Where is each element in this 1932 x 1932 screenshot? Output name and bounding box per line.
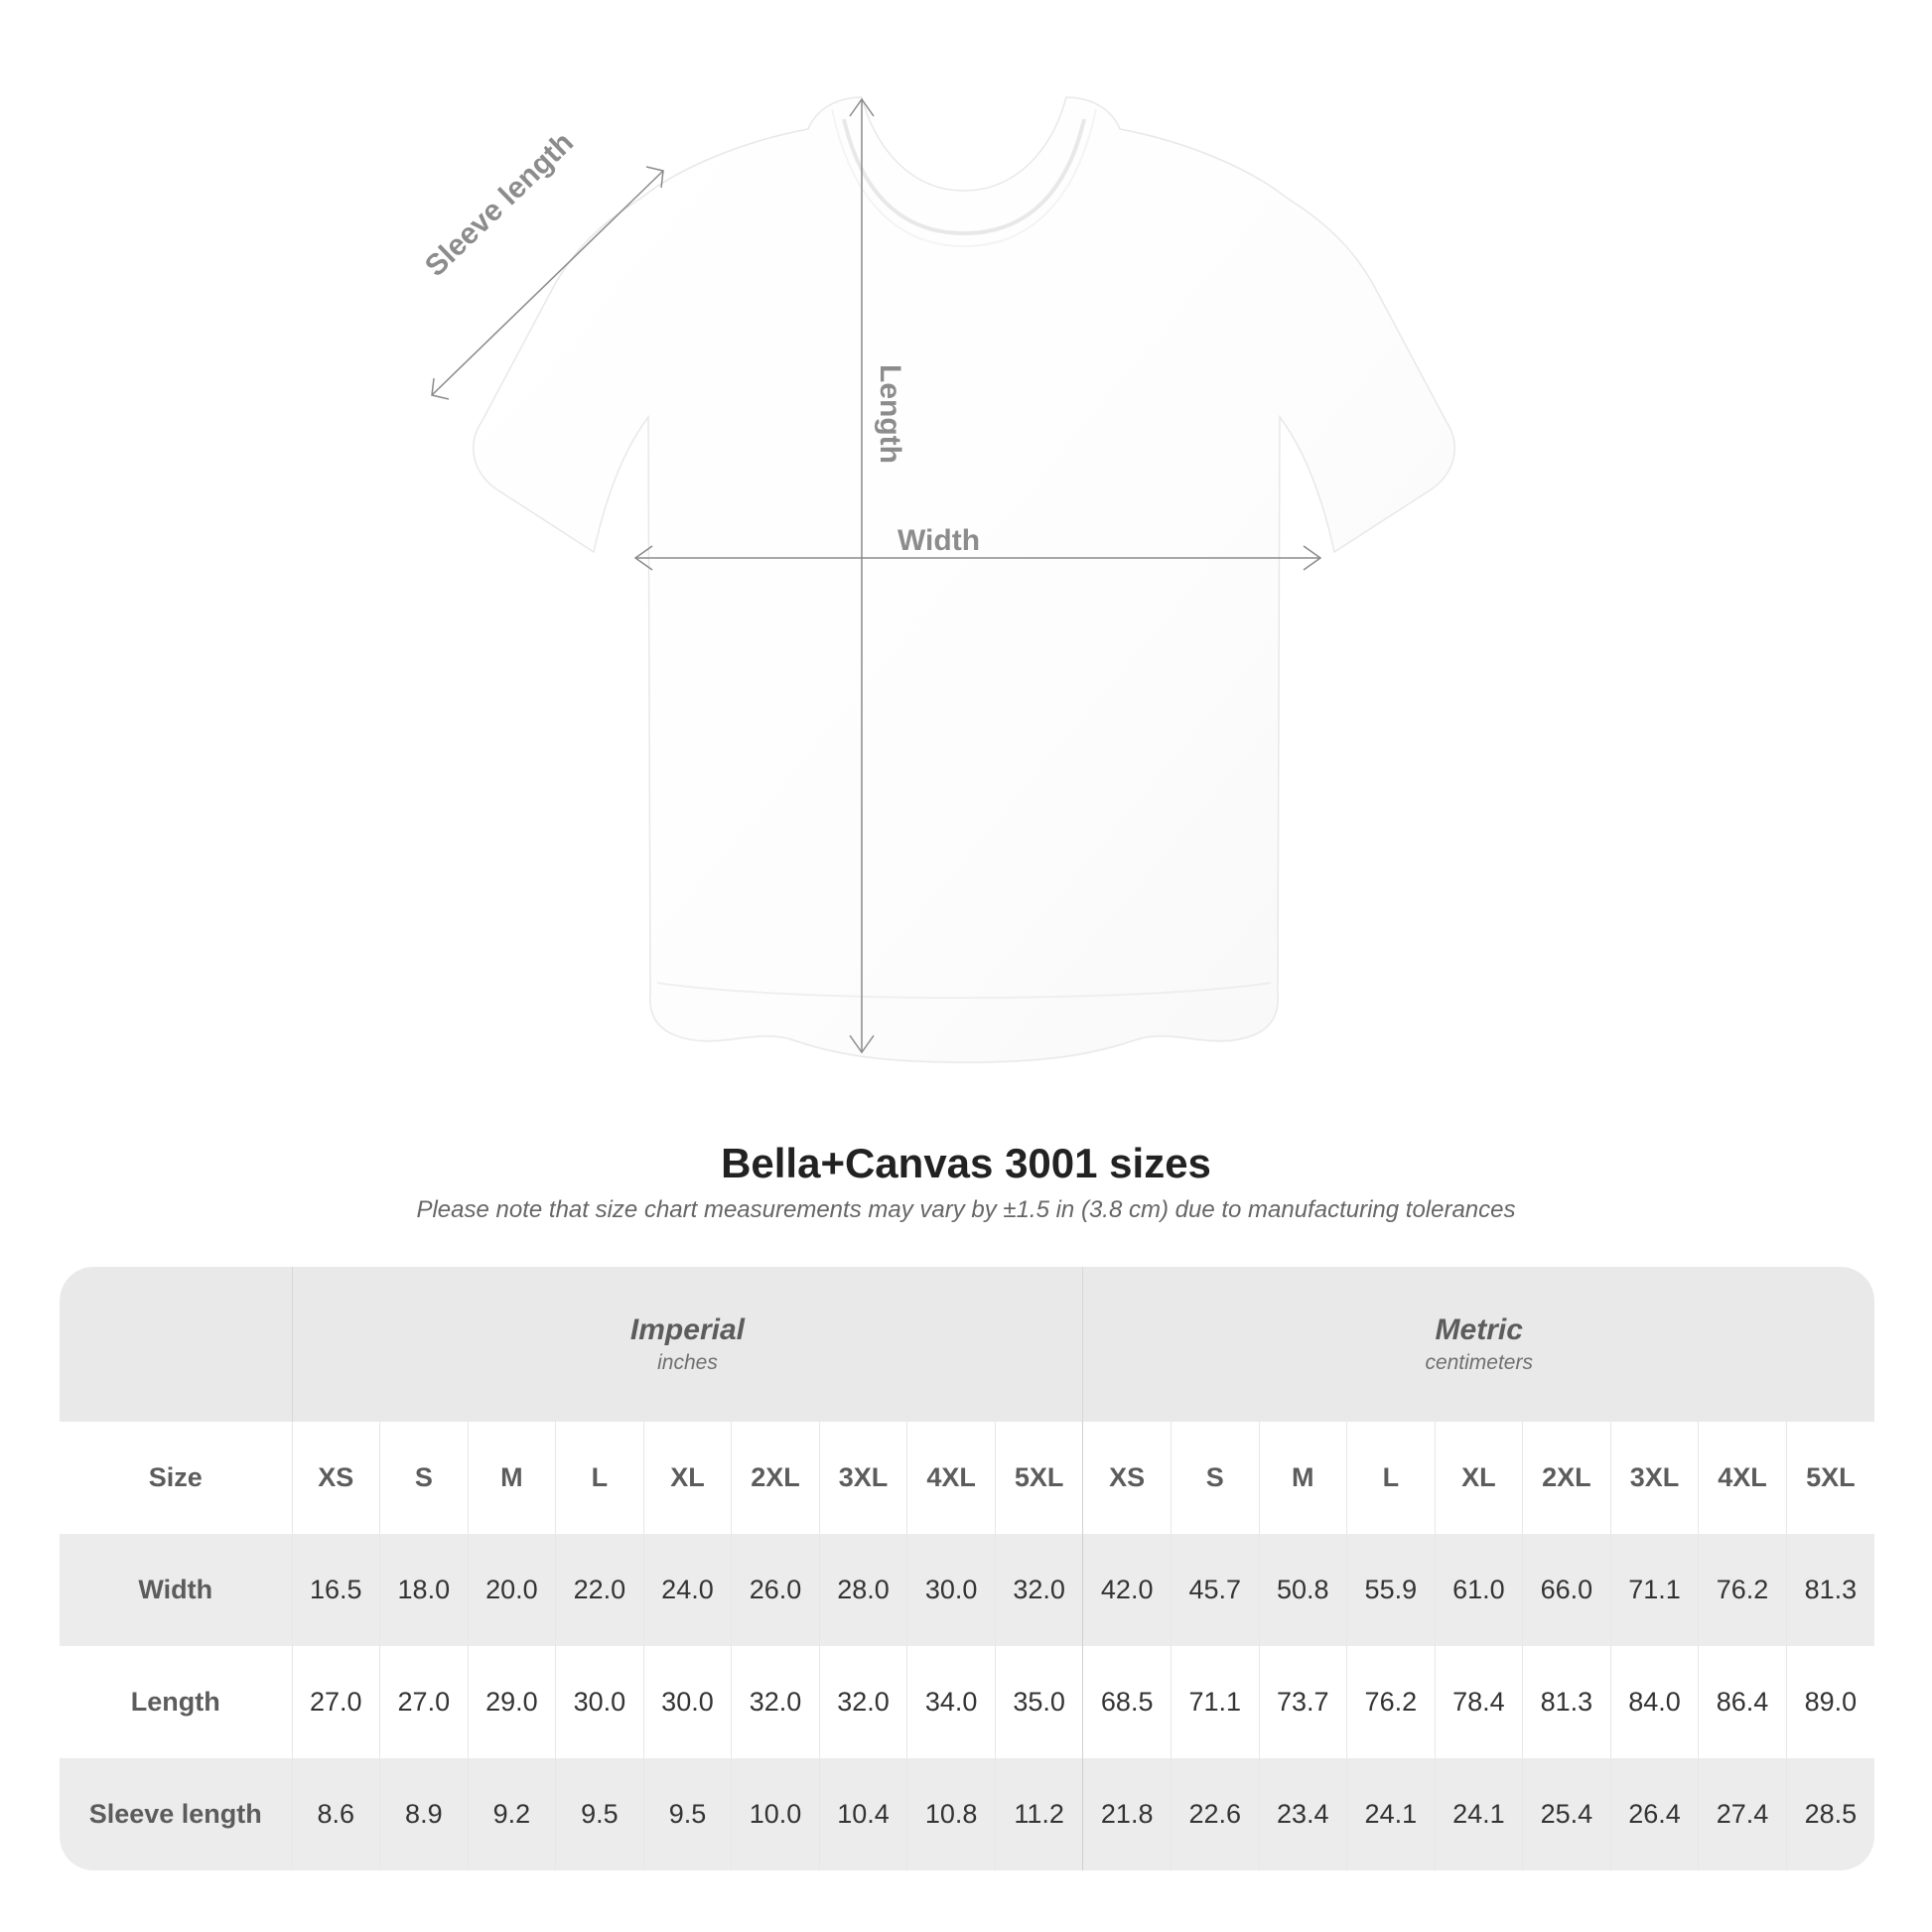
svg-text:Length: Length — [874, 364, 906, 464]
svg-text:Sleeve length: Sleeve length — [419, 126, 580, 283]
svg-text:Width: Width — [897, 524, 980, 557]
